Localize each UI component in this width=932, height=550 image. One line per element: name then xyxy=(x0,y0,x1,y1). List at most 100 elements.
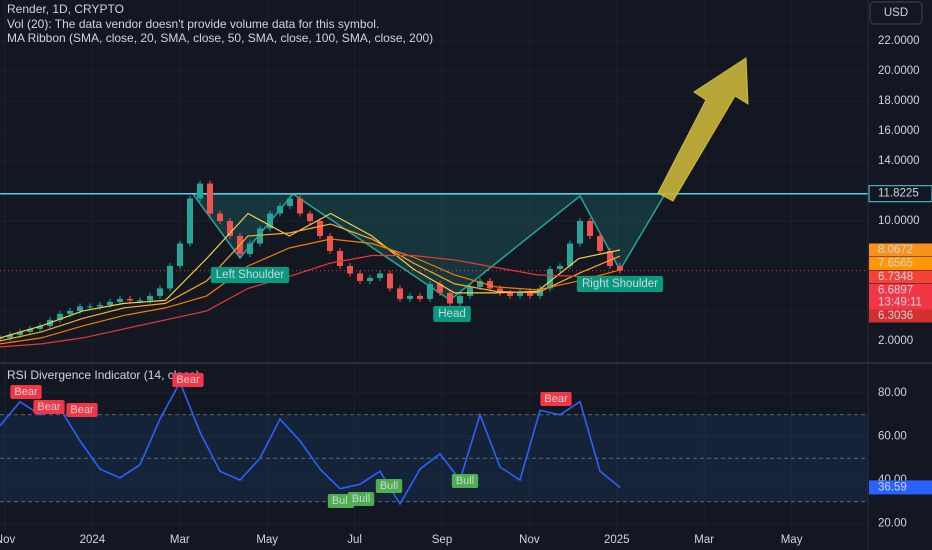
x-tick-label: May xyxy=(256,534,278,546)
pattern-label: Left Shoulder xyxy=(216,269,285,281)
candle xyxy=(457,295,463,304)
price-label: 6.3036 xyxy=(878,310,913,322)
candle xyxy=(447,292,453,304)
price-label: 6.7348 xyxy=(878,271,913,283)
rsi-value-label: 36.59 xyxy=(878,481,907,493)
candle xyxy=(0,337,3,339)
signal-box xyxy=(66,403,98,417)
candle xyxy=(207,183,213,214)
y-tick-label: 80.00 xyxy=(878,387,907,399)
signal-label: Bear xyxy=(176,374,200,386)
signal-box xyxy=(451,474,479,488)
target-arrow xyxy=(657,57,749,202)
candle xyxy=(307,213,313,222)
candle xyxy=(357,273,363,281)
candle xyxy=(567,243,573,266)
candle xyxy=(87,306,93,308)
y-tick-label: 16.0000 xyxy=(878,125,920,137)
volume-legend: Vol (20): The data vendor doesn't provid… xyxy=(7,17,379,31)
price-label-box xyxy=(869,243,932,257)
rsi-value-box xyxy=(869,480,932,495)
signal-box xyxy=(327,494,355,508)
candle xyxy=(617,265,623,271)
candle xyxy=(277,206,283,214)
y-tick-label: 22.0000 xyxy=(878,35,920,47)
candle xyxy=(137,300,143,302)
candle xyxy=(317,221,323,236)
overlay: Nov2024MarMayJulSepNov2025MarMay2.00004.… xyxy=(0,35,932,546)
candle xyxy=(27,328,33,332)
candle xyxy=(387,273,393,289)
price-label-box xyxy=(869,256,932,270)
price-label: 6.6897 xyxy=(878,284,913,296)
pattern-label-box xyxy=(210,267,290,283)
price-label-box xyxy=(869,270,932,284)
candle xyxy=(577,221,583,244)
candle xyxy=(377,273,383,278)
candle xyxy=(557,265,563,269)
price-label: 7.6565 xyxy=(878,257,913,269)
y-tick-label: 18.0000 xyxy=(878,95,920,107)
signal-label: Bull xyxy=(456,475,474,487)
pattern-label-box xyxy=(576,276,664,292)
candle xyxy=(147,295,153,301)
candle xyxy=(267,213,273,229)
currency-button[interactable] xyxy=(869,1,923,25)
candle xyxy=(37,325,43,329)
signal-label: Bull xyxy=(380,480,398,492)
candle xyxy=(187,198,193,244)
candle xyxy=(497,288,503,293)
moving-average xyxy=(0,254,620,348)
y-tick-label: 20.00 xyxy=(878,518,907,530)
candle xyxy=(597,235,603,251)
symbol-legend: Render, 1D, CRYPTO xyxy=(7,2,124,16)
signal-label: Bear xyxy=(14,386,38,398)
countdown: 13:49:11 xyxy=(878,296,922,308)
signal-label: Bull xyxy=(352,493,370,505)
candle xyxy=(57,313,63,320)
candle xyxy=(417,295,423,299)
y-tick-label: 10.0000 xyxy=(878,215,920,227)
candle xyxy=(107,301,113,305)
pattern-label: Right Shoulder xyxy=(582,278,658,290)
candle xyxy=(337,250,343,266)
candle xyxy=(7,334,13,338)
x-tick-label: Nov xyxy=(0,534,15,546)
candle xyxy=(397,288,403,299)
x-tick-label: May xyxy=(781,534,803,546)
candle xyxy=(517,291,523,296)
ribbon-legend: MA Ribbon (SMA, close, 20, SMA, close, 5… xyxy=(7,31,433,45)
price-label-box xyxy=(869,283,932,310)
y-tick-label: 60.00 xyxy=(878,431,907,443)
candle xyxy=(97,304,103,307)
rsi-legend: RSI Divergence Indicator (14, close) xyxy=(7,368,200,382)
price-label-box xyxy=(868,185,932,203)
signal-box xyxy=(10,385,42,399)
candle xyxy=(287,198,293,207)
y-tick-label: 2.0000 xyxy=(878,335,913,347)
currency-label[interactable]: USD xyxy=(884,7,908,19)
candle xyxy=(327,235,333,251)
candle xyxy=(347,265,353,274)
candle xyxy=(507,292,513,296)
signal-box xyxy=(172,373,204,387)
y-tick-label: 14.0000 xyxy=(878,155,920,167)
candle xyxy=(247,243,253,254)
candle xyxy=(17,331,23,335)
candle xyxy=(257,228,263,244)
candle xyxy=(547,268,553,289)
signal-box xyxy=(540,392,572,406)
x-tick-label: Jul xyxy=(347,534,362,546)
candle xyxy=(477,280,483,287)
x-tick-label: Sep xyxy=(432,534,452,546)
x-tick-label: 2024 xyxy=(80,534,106,546)
signal-label: Bull xyxy=(332,495,350,507)
plot xyxy=(0,180,868,506)
candle xyxy=(127,298,133,301)
price-label-box xyxy=(869,309,932,323)
price-label: 11.8225 xyxy=(878,188,919,200)
rsi-line xyxy=(0,380,621,506)
candle xyxy=(607,250,613,266)
